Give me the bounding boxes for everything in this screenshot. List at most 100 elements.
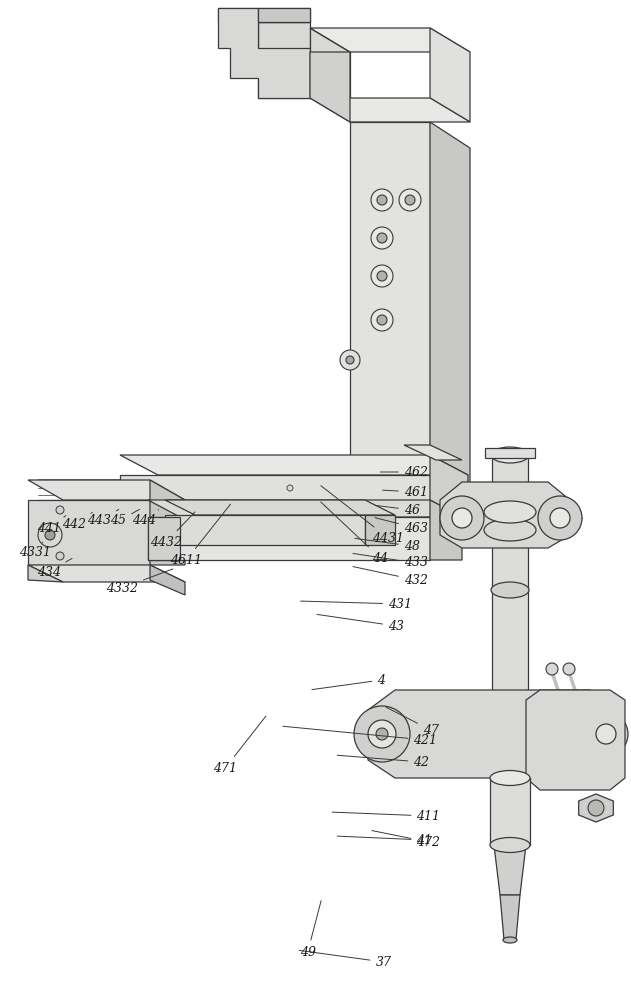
Polygon shape bbox=[494, 845, 526, 895]
Circle shape bbox=[452, 508, 472, 528]
Text: 43: 43 bbox=[317, 614, 404, 633]
Polygon shape bbox=[430, 28, 470, 122]
Circle shape bbox=[371, 189, 393, 211]
Text: 472: 472 bbox=[372, 831, 440, 848]
Ellipse shape bbox=[490, 770, 530, 786]
Circle shape bbox=[405, 195, 415, 205]
Circle shape bbox=[149, 485, 155, 491]
Ellipse shape bbox=[490, 838, 530, 852]
Text: 42: 42 bbox=[337, 755, 429, 768]
Polygon shape bbox=[430, 455, 468, 505]
Text: 471: 471 bbox=[213, 716, 266, 774]
Circle shape bbox=[56, 506, 64, 514]
Polygon shape bbox=[492, 455, 528, 590]
Text: 462: 462 bbox=[380, 466, 428, 479]
Polygon shape bbox=[120, 455, 468, 475]
Polygon shape bbox=[492, 590, 528, 720]
Circle shape bbox=[399, 189, 421, 211]
Text: 46: 46 bbox=[375, 504, 420, 516]
Circle shape bbox=[377, 315, 387, 325]
Polygon shape bbox=[310, 28, 470, 52]
Text: 434: 434 bbox=[37, 558, 72, 578]
Polygon shape bbox=[165, 515, 365, 545]
Text: 37: 37 bbox=[299, 950, 391, 968]
Text: 4611: 4611 bbox=[170, 504, 230, 566]
Text: 433: 433 bbox=[353, 553, 428, 570]
Polygon shape bbox=[38, 500, 430, 530]
Text: 432: 432 bbox=[353, 567, 428, 586]
Polygon shape bbox=[28, 565, 63, 582]
Polygon shape bbox=[28, 480, 185, 500]
Polygon shape bbox=[150, 565, 185, 595]
Circle shape bbox=[287, 485, 293, 491]
Polygon shape bbox=[120, 475, 430, 505]
Circle shape bbox=[371, 309, 393, 331]
Text: 41: 41 bbox=[337, 834, 432, 846]
Polygon shape bbox=[28, 500, 150, 565]
Polygon shape bbox=[350, 122, 430, 460]
Polygon shape bbox=[430, 122, 470, 490]
Circle shape bbox=[563, 663, 575, 675]
Text: 441: 441 bbox=[37, 516, 66, 534]
Text: 4331: 4331 bbox=[19, 542, 51, 558]
Polygon shape bbox=[526, 690, 625, 790]
Text: 443: 443 bbox=[87, 509, 119, 528]
Text: 4432: 4432 bbox=[150, 512, 195, 548]
Ellipse shape bbox=[503, 937, 517, 943]
Polygon shape bbox=[430, 500, 462, 560]
Polygon shape bbox=[148, 500, 462, 517]
Text: 461: 461 bbox=[382, 486, 428, 498]
Polygon shape bbox=[258, 8, 310, 22]
Circle shape bbox=[550, 508, 570, 528]
Text: 44: 44 bbox=[321, 502, 388, 564]
Polygon shape bbox=[430, 480, 468, 530]
Circle shape bbox=[596, 724, 616, 744]
Text: 49: 49 bbox=[300, 901, 321, 958]
Circle shape bbox=[538, 496, 582, 540]
Polygon shape bbox=[218, 8, 310, 98]
Polygon shape bbox=[310, 28, 350, 98]
Circle shape bbox=[340, 350, 360, 370]
Circle shape bbox=[354, 706, 410, 762]
Text: 45: 45 bbox=[110, 509, 139, 528]
Polygon shape bbox=[218, 8, 310, 22]
Polygon shape bbox=[440, 482, 570, 548]
Circle shape bbox=[38, 523, 62, 547]
Polygon shape bbox=[150, 480, 185, 565]
Circle shape bbox=[546, 663, 558, 675]
Polygon shape bbox=[165, 500, 395, 515]
Text: 444: 444 bbox=[133, 510, 159, 528]
Circle shape bbox=[346, 356, 354, 364]
Ellipse shape bbox=[491, 582, 529, 598]
Circle shape bbox=[371, 265, 393, 287]
Text: 442: 442 bbox=[62, 512, 92, 530]
Polygon shape bbox=[310, 52, 350, 122]
Circle shape bbox=[371, 227, 393, 249]
Circle shape bbox=[440, 522, 450, 532]
Text: 421: 421 bbox=[283, 726, 437, 746]
Ellipse shape bbox=[491, 447, 529, 463]
Polygon shape bbox=[365, 515, 395, 545]
Polygon shape bbox=[485, 448, 535, 458]
Polygon shape bbox=[310, 98, 470, 122]
Circle shape bbox=[45, 530, 55, 540]
Polygon shape bbox=[148, 517, 180, 560]
Text: 4431: 4431 bbox=[321, 486, 404, 544]
Circle shape bbox=[377, 233, 387, 243]
Circle shape bbox=[377, 271, 387, 281]
Circle shape bbox=[368, 720, 396, 748]
Text: 411: 411 bbox=[332, 810, 440, 822]
Text: 463: 463 bbox=[375, 518, 428, 534]
Polygon shape bbox=[258, 22, 310, 98]
Circle shape bbox=[56, 552, 64, 560]
Text: 431: 431 bbox=[300, 597, 412, 610]
Circle shape bbox=[377, 195, 387, 205]
Circle shape bbox=[392, 530, 408, 546]
Polygon shape bbox=[148, 517, 430, 560]
Ellipse shape bbox=[484, 519, 536, 541]
Polygon shape bbox=[38, 480, 468, 500]
Polygon shape bbox=[579, 794, 613, 822]
Polygon shape bbox=[490, 778, 530, 845]
Circle shape bbox=[440, 543, 450, 553]
Circle shape bbox=[440, 496, 484, 540]
